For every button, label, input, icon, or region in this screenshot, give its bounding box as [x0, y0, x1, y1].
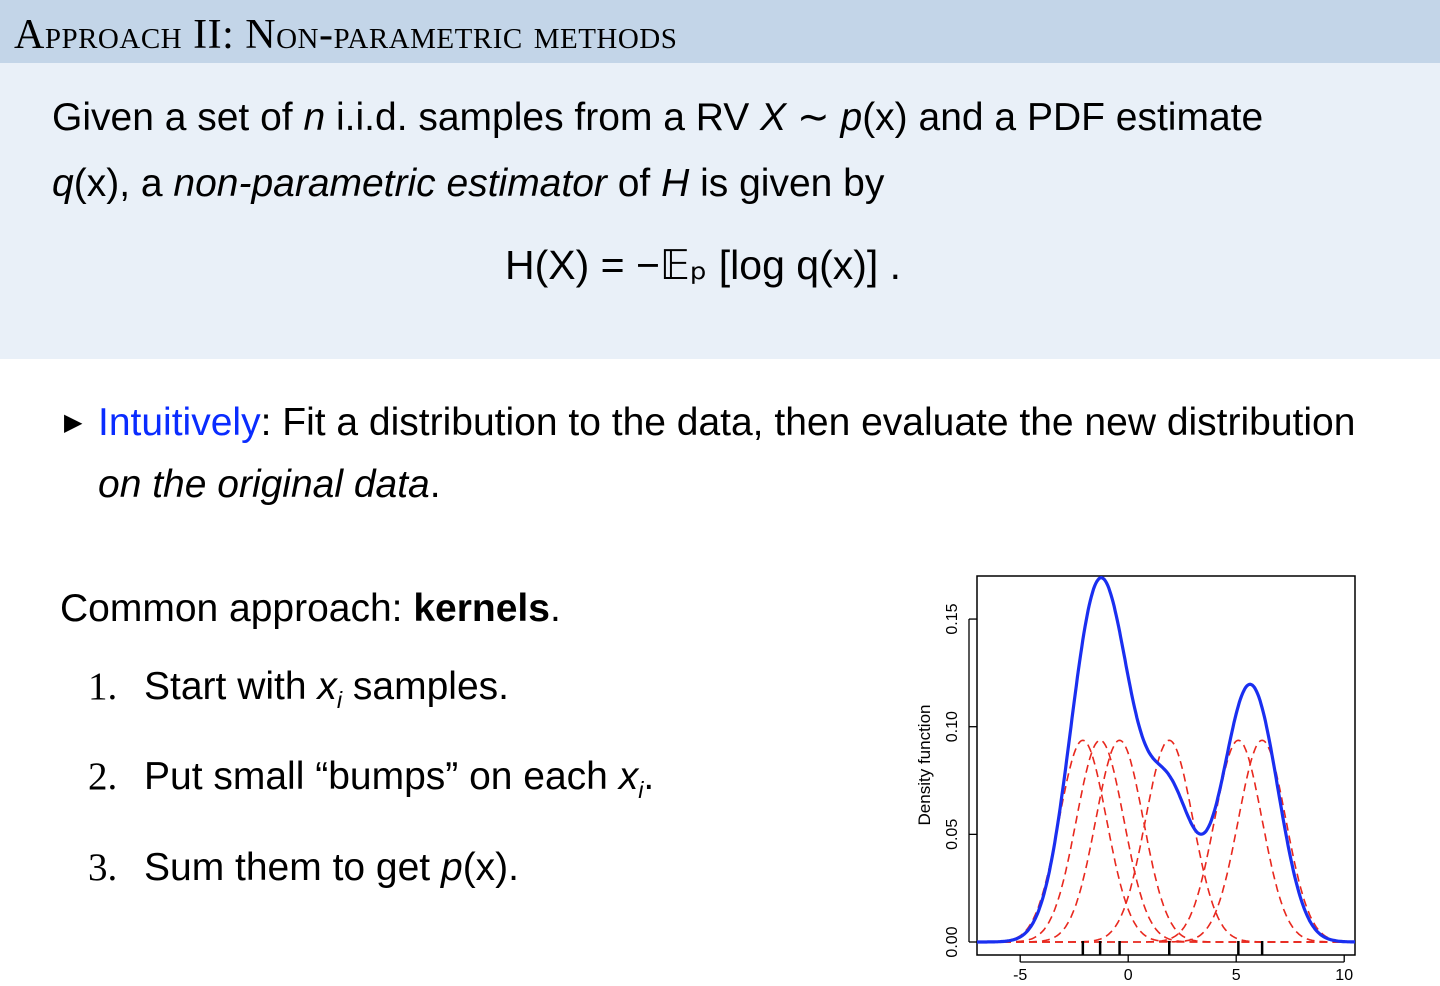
sum-line: [977, 576, 1355, 944]
axes: -5 0 5 10 0.00 0.05 0.10 0.15: [944, 603, 1353, 984]
common-approach: Common approach: kernels.: [60, 587, 561, 630]
bullet-line1: Intuitively: Fit a distribution to the d…: [98, 401, 1356, 444]
plot-frame: [976, 575, 1356, 956]
kernel-line: [977, 739, 1355, 943]
definition-text: Given a set of n i.i.d. samples from a R…: [52, 85, 1412, 217]
definition-block: Given a set of n i.i.d. samples from a R…: [0, 63, 1440, 359]
bullet-line2: on the original data.: [98, 463, 441, 506]
y-tick-label: 0.05: [944, 819, 961, 850]
title-bar: Approach II: Non-parametric methods: [0, 0, 1440, 63]
kernel-line: [977, 739, 1355, 943]
bullet-arrow-icon: ▶: [64, 409, 83, 436]
density-curve: [977, 576, 1355, 944]
def-line1: Given a set of n i.i.d. samples from a R…: [52, 96, 1264, 139]
x-tick-label: 10: [1335, 967, 1353, 984]
y-tick-label: 0.15: [944, 603, 961, 634]
step-3: 3. Sum them to get p(x).: [88, 846, 519, 889]
def-line2: q(x), a non-parametric estimator of H is…: [52, 162, 885, 205]
entropy-equation: H(X) = −𝔼ₚ [log q(x)] .: [505, 242, 902, 288]
y-axis-label: Density function: [915, 705, 934, 826]
x-tick-label: -5: [1013, 967, 1027, 984]
y-tick-label: 0.00: [944, 926, 961, 957]
slide-title: Approach II: Non-parametric methods: [14, 12, 678, 58]
step-1: 1. Start with xi samples.: [88, 665, 509, 713]
kernel-line: [977, 739, 1355, 943]
x-tick-label: 0: [1124, 967, 1133, 984]
x-tick-label: 5: [1232, 967, 1241, 984]
kernel-line: [977, 739, 1355, 943]
kde-chart: Density function -5 0 5 10 0.00 0.05 0.10 0.15: [915, 575, 1356, 984]
sample-rug: [1081, 941, 1264, 955]
y-tick-label: 0.10: [944, 711, 961, 742]
step-2: 2. Put small “bumps” on each xi.: [88, 755, 655, 803]
